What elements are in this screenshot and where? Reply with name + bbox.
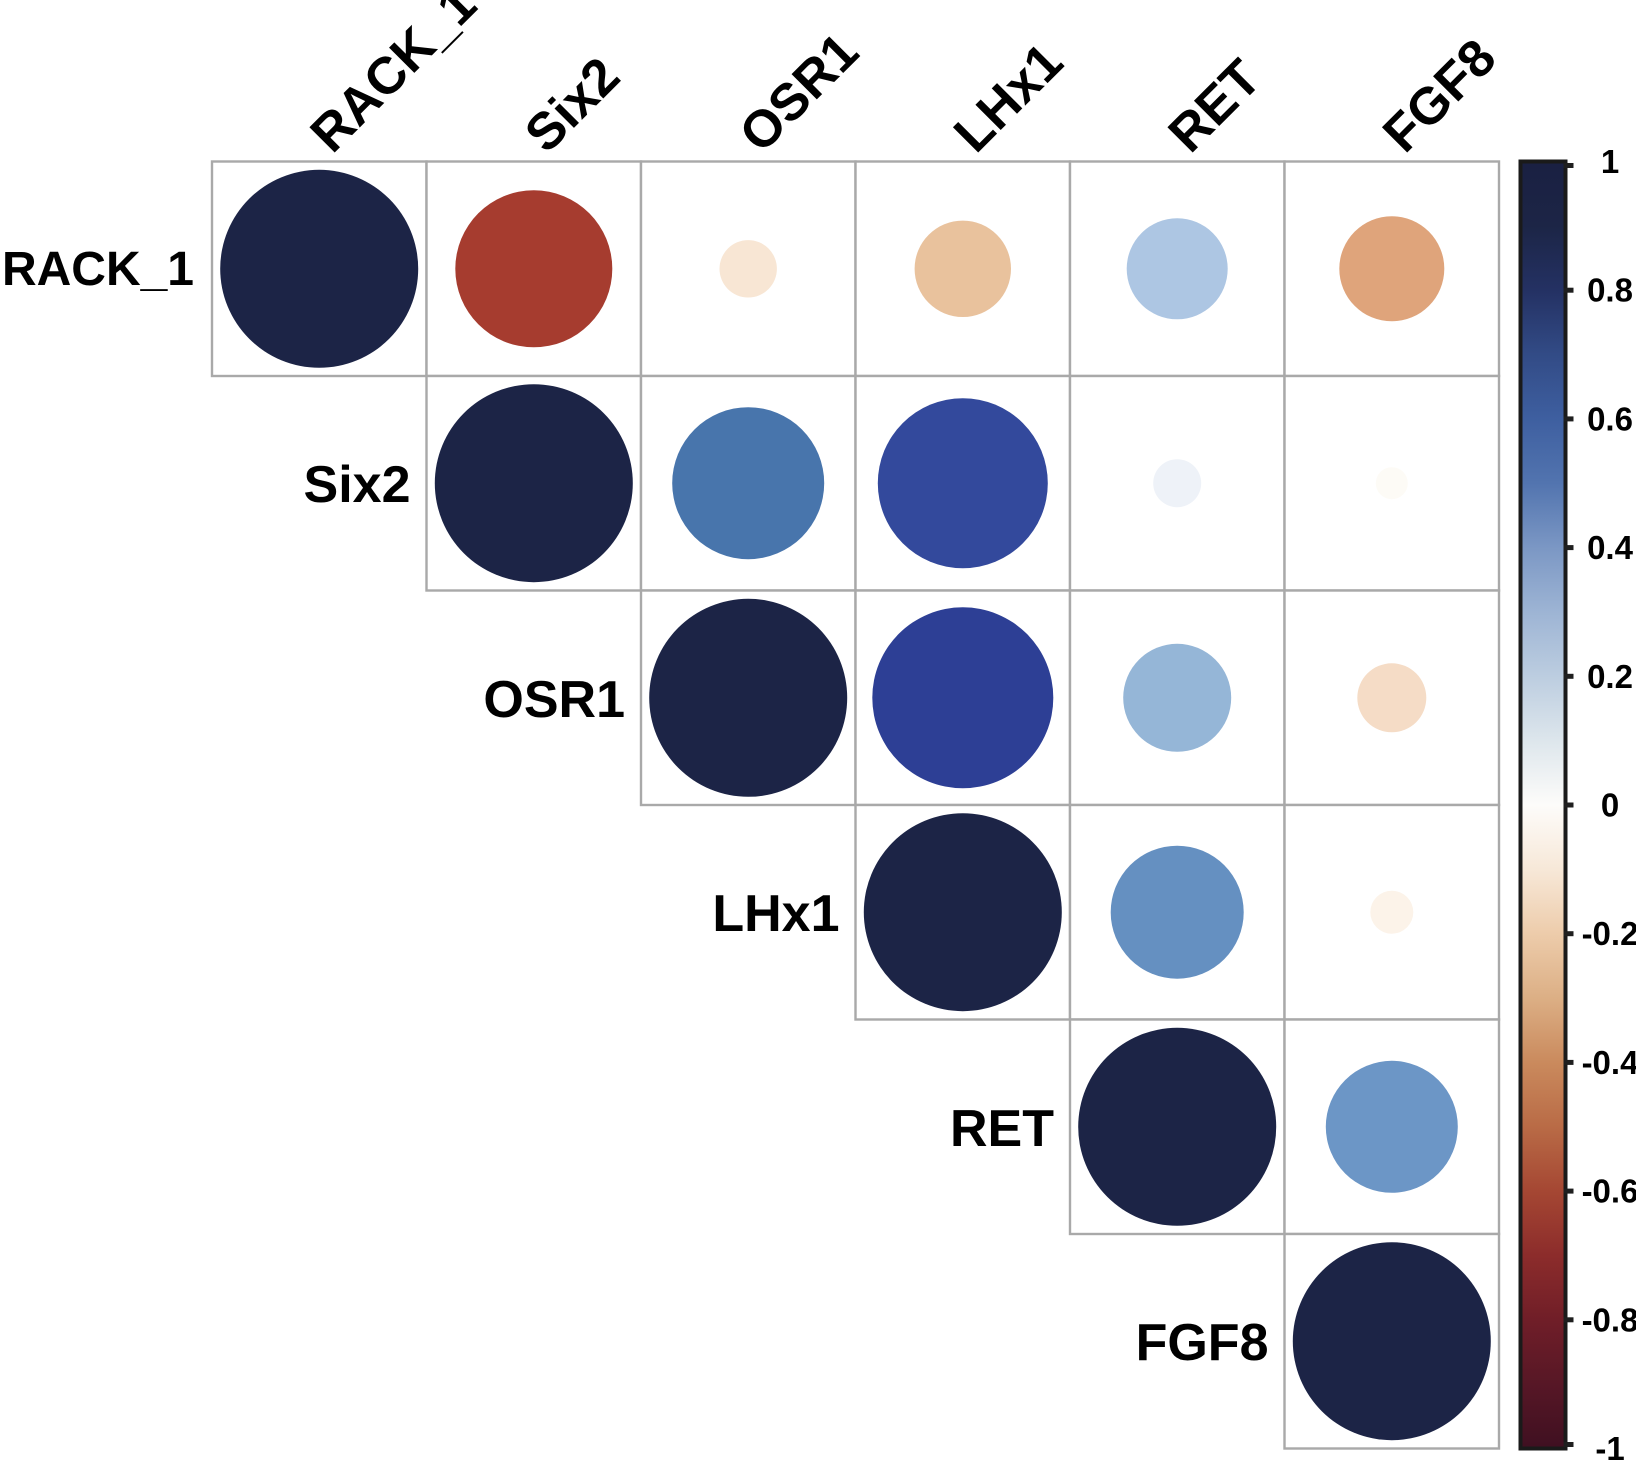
svg-text:0.4: 0.4	[1587, 529, 1634, 566]
svg-text:OSR1: OSR1	[483, 671, 625, 729]
svg-text:-1: -1	[1595, 1430, 1624, 1460]
svg-text:0: 0	[1601, 787, 1619, 824]
svg-text:Six2: Six2	[304, 456, 411, 514]
svg-text:-0.4: -0.4	[1582, 1044, 1636, 1081]
svg-text:LHx1: LHx1	[712, 885, 839, 943]
svg-text:-0.6: -0.6	[1582, 1173, 1636, 1210]
svg-text:-0.2: -0.2	[1582, 915, 1636, 952]
svg-text:0.8: 0.8	[1587, 272, 1633, 309]
svg-text:0.2: 0.2	[1587, 658, 1633, 695]
svg-text:FGF8: FGF8	[1136, 1314, 1269, 1372]
svg-text:-0.8: -0.8	[1582, 1301, 1636, 1338]
svg-text:RET: RET	[950, 1100, 1054, 1158]
svg-text:RACK_1: RACK_1	[2, 243, 194, 296]
svg-text:0.6: 0.6	[1587, 400, 1633, 437]
svg-text:1: 1	[1601, 143, 1619, 180]
